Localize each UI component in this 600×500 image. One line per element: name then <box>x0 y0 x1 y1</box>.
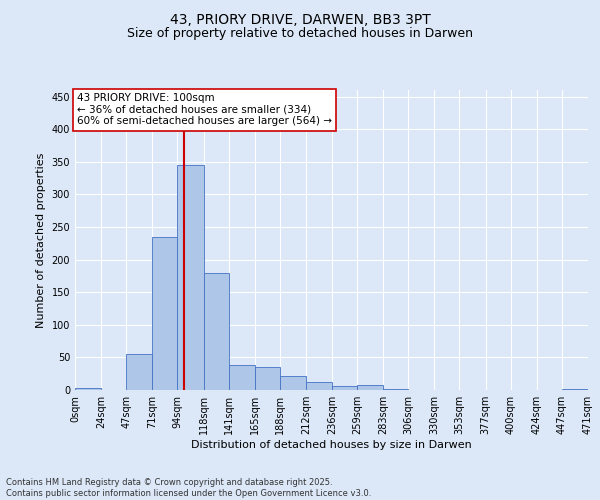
Bar <box>332 386 357 390</box>
Bar <box>562 388 588 390</box>
Bar <box>178 165 203 390</box>
Bar <box>306 382 332 390</box>
Bar <box>203 272 229 390</box>
Bar <box>229 365 255 390</box>
Bar <box>280 376 306 390</box>
X-axis label: Distribution of detached houses by size in Darwen: Distribution of detached houses by size … <box>191 440 472 450</box>
Text: 43 PRIORY DRIVE: 100sqm
← 36% of detached houses are smaller (334)
60% of semi-d: 43 PRIORY DRIVE: 100sqm ← 36% of detache… <box>77 94 332 126</box>
Text: 43, PRIORY DRIVE, DARWEN, BB3 3PT: 43, PRIORY DRIVE, DARWEN, BB3 3PT <box>170 12 430 26</box>
Bar <box>152 236 178 390</box>
Bar <box>357 385 383 390</box>
Bar <box>126 354 152 390</box>
Bar <box>255 367 280 390</box>
Bar <box>75 388 101 390</box>
Text: Size of property relative to detached houses in Darwen: Size of property relative to detached ho… <box>127 28 473 40</box>
Text: Contains HM Land Registry data © Crown copyright and database right 2025.
Contai: Contains HM Land Registry data © Crown c… <box>6 478 371 498</box>
Y-axis label: Number of detached properties: Number of detached properties <box>36 152 46 328</box>
